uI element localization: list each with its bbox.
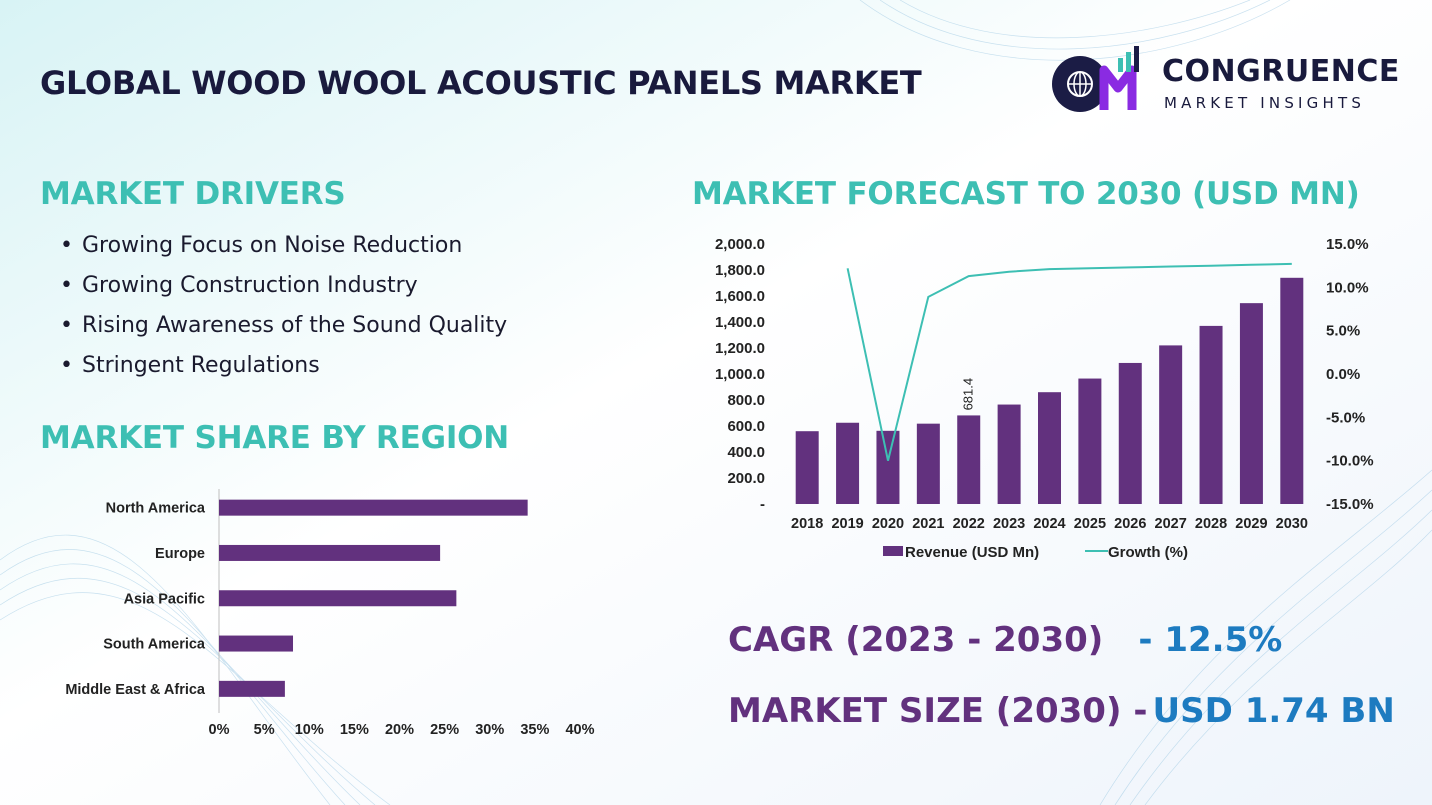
region-bar — [219, 590, 457, 607]
driver-text: Growing Construction Industry — [82, 273, 418, 298]
x-tick-label: 2029 — [1235, 516, 1267, 532]
revenue-bar — [916, 423, 940, 504]
drivers-list: • Growing Focus on Noise Reduction • Growi… — [60, 230, 507, 390]
left-tick-label: 800.0 — [727, 392, 765, 409]
logo-name: CONGRUENCE — [1162, 54, 1400, 89]
forecast-chart: - 200.0 400.0 600.0 800.0 1,000.0 1,200.0 1,400… — [715, 236, 1374, 561]
x-tick-label: 2023 — [993, 516, 1025, 532]
region-share-chart: North America Europe Asia Pacific South Ame… — [65, 489, 595, 738]
left-tick-label: 1,800.0 — [715, 262, 765, 279]
left-tick-label: 1,200.0 — [715, 340, 765, 357]
growth-line — [846, 262, 1292, 461]
left-tick-label: - — [760, 496, 765, 513]
bullet-icon: • — [60, 273, 73, 298]
left-tick-label: 600.0 — [727, 418, 765, 435]
left-tick-label: 2,000.0 — [715, 236, 765, 253]
driver-text: Growing Focus on Noise Reduction — [82, 233, 463, 258]
x-tick-label: 2024 — [1033, 516, 1065, 532]
driver-item: • Rising Awareness of the Sound Quality — [60, 310, 507, 350]
driver-text: Stringent Regulations — [82, 353, 320, 378]
driver-text: Rising Awareness of the Sound Quality — [82, 313, 508, 338]
revenue-bar — [957, 415, 981, 504]
x-tick-label: 25% — [430, 722, 459, 738]
legend-label-revenue: Revenue (USD Mn) — [905, 544, 1039, 561]
region-bar — [219, 680, 285, 697]
market-size-label: MARKET SIZE (2030) - — [728, 691, 1148, 731]
x-tick-label: 2021 — [912, 516, 944, 532]
bullet-icon: • — [60, 353, 73, 378]
left-tick-label: 1,400.0 — [715, 314, 765, 331]
revenue-bar — [795, 431, 819, 504]
company-logo: CONGRUENCE MARKET INSIGHTS — [1046, 42, 1399, 118]
market-size-value: USD 1.74 BN — [1152, 691, 1395, 731]
region-label: Asia Pacific — [124, 591, 205, 607]
region-label: Middle East & Africa — [65, 682, 206, 698]
region-bar — [219, 635, 294, 652]
x-tick-label: 2026 — [1114, 516, 1146, 532]
logo-mark-icon — [1052, 46, 1139, 112]
region-bar — [219, 499, 528, 516]
legend-swatch-revenue — [883, 546, 903, 556]
x-tick-label: 40% — [565, 722, 594, 738]
revenue-bar — [1159, 345, 1183, 504]
x-tick-label: 2022 — [953, 516, 985, 532]
drivers-heading: MARKET DRIVERS — [40, 176, 346, 212]
revenue-bar — [876, 430, 900, 504]
x-tick-label: 2025 — [1074, 516, 1106, 532]
x-tick-label: 2027 — [1155, 516, 1187, 532]
x-tick-label: 2019 — [831, 516, 863, 532]
data-label: 681.4 — [961, 378, 976, 411]
driver-item: • Growing Focus on Noise Reduction — [60, 230, 507, 270]
right-tick-label: 5.0% — [1326, 323, 1360, 340]
bullet-icon: • — [60, 313, 73, 338]
region-label: North America — [106, 501, 206, 517]
region-label: South America — [103, 637, 206, 653]
revenue-bar — [1038, 392, 1061, 504]
right-tick-label: 0.0% — [1326, 366, 1360, 383]
revenue-bar — [997, 404, 1021, 504]
logo-subtitle: MARKET INSIGHTS — [1164, 94, 1366, 112]
x-tick-label: 2020 — [872, 516, 904, 532]
revenue-bar — [1239, 303, 1263, 504]
left-tick-label: 400.0 — [727, 444, 765, 461]
bullet-icon: • — [60, 233, 73, 258]
revenue-bar — [1118, 362, 1142, 504]
x-tick-label: 2018 — [791, 516, 823, 532]
right-tick-label: 15.0% — [1326, 236, 1369, 253]
x-tick-label: 20% — [385, 722, 414, 738]
left-tick-label: 1,600.0 — [715, 288, 765, 305]
right-tick-label: -5.0% — [1326, 409, 1365, 426]
x-tick-label: 0% — [209, 722, 230, 738]
revenue-bar — [1078, 378, 1102, 504]
x-tick-label: 35% — [520, 722, 549, 738]
cagr-label: CAGR (2023 - 2030) — [728, 620, 1104, 660]
page-title: GLOBAL WOOD WOOL ACOUSTIC PANELS MARKET — [40, 64, 922, 102]
x-tick-label: 15% — [340, 722, 369, 738]
right-tick-label: 10.0% — [1326, 279, 1369, 296]
revenue-bar — [1280, 277, 1304, 504]
cagr-value: - 12.5% — [1138, 620, 1283, 660]
region-heading: MARKET SHARE BY REGION — [40, 420, 510, 456]
region-bar — [219, 544, 441, 561]
driver-item: • Stringent Regulations — [60, 350, 507, 390]
region-label: Europe — [155, 546, 205, 562]
market-size-row: MARKET SIZE (2030) - USD 1.74 BN — [728, 691, 1395, 731]
left-tick-label: 1,000.0 — [715, 366, 765, 383]
left-tick-label: 200.0 — [727, 470, 765, 487]
revenue-bar — [1199, 325, 1223, 504]
forecast-heading: MARKET FORECAST TO 2030 (USD MN) — [692, 176, 1360, 212]
x-tick-label: 2030 — [1276, 516, 1308, 532]
x-tick-label: 30% — [475, 722, 504, 738]
driver-item: • Growing Construction Industry — [60, 270, 507, 310]
x-tick-label: 5% — [254, 722, 275, 738]
right-tick-label: -10.0% — [1326, 453, 1374, 470]
revenue-bar — [836, 422, 860, 504]
cagr-row: CAGR (2023 - 2030) - 12.5% — [728, 620, 1282, 660]
legend-label-growth: Growth (%) — [1108, 544, 1188, 561]
x-tick-label: 2028 — [1195, 516, 1227, 532]
x-tick-label: 10% — [295, 722, 324, 738]
right-tick-label: -15.0% — [1326, 496, 1374, 513]
